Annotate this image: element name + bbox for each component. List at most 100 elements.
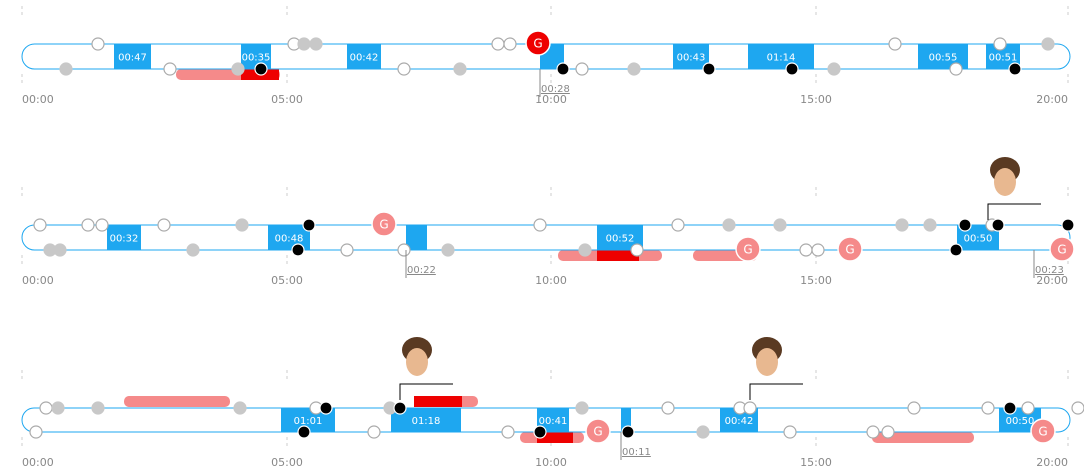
time-label: 05:00 [271, 274, 303, 287]
event-dot [491, 37, 505, 51]
segment-label: 00:32 [110, 234, 139, 245]
event-dot [578, 243, 592, 257]
event-dot [453, 62, 467, 76]
goal-label: G [593, 425, 602, 439]
event-dot [627, 62, 641, 76]
event-dot [630, 243, 644, 257]
event-dot [501, 425, 515, 439]
event-dot [785, 62, 799, 76]
event-dot [783, 425, 797, 439]
event-dot [949, 243, 963, 257]
player-face [406, 348, 428, 376]
segment-label: 00:41 [539, 416, 568, 427]
event-dot [993, 37, 1007, 51]
event-dot [981, 401, 995, 415]
event-dot [503, 37, 517, 51]
timeline-row: 00:00 05:00 10:00 15:00 20:00 00:47 00:35 00:42… [21, 6, 1071, 106]
event-dot [702, 62, 716, 76]
event-dot [773, 218, 787, 232]
time-label: 15:00 [800, 93, 832, 106]
event-dot [254, 62, 268, 76]
segment-label: 00:48 [275, 234, 304, 245]
event-dot [302, 218, 316, 232]
time-label: 20:00 [1036, 274, 1068, 287]
player-face [756, 348, 778, 376]
event-dot [949, 62, 963, 76]
event-dot [827, 62, 841, 76]
event-dot [575, 62, 589, 76]
goal-marker [1030, 418, 1056, 444]
event-dot [1008, 62, 1022, 76]
segment [748, 44, 814, 69]
goal-marker [735, 236, 761, 262]
event-dot [533, 425, 547, 439]
segment-label: 00:42 [350, 53, 379, 64]
possession-bar-active [537, 432, 573, 443]
segment-label: 00:50 [964, 234, 993, 245]
event-dot [1061, 218, 1075, 232]
event-dot [231, 62, 245, 76]
event-dot [866, 425, 880, 439]
event-dot [297, 37, 311, 51]
segment-label: 00:52 [606, 234, 635, 245]
goal-marker [1049, 236, 1075, 262]
event-dot [163, 62, 177, 76]
goal-label: G [845, 243, 854, 257]
track [21, 407, 1071, 433]
event-dot [53, 243, 67, 257]
event-dot [319, 401, 333, 415]
goal-label: G [379, 218, 388, 232]
track [21, 43, 1071, 70]
time-label: 20:00 [1036, 456, 1068, 469]
event-dot [186, 243, 200, 257]
time-label: 00:00 [22, 274, 54, 287]
goal-label: G [533, 37, 542, 51]
note-label: 00:23 [1035, 265, 1064, 276]
event-dot [441, 243, 455, 257]
segment-label: 00:47 [118, 53, 147, 64]
segment [673, 44, 709, 69]
event-dot [923, 218, 937, 232]
event-dot [33, 218, 47, 232]
event-dot [575, 401, 589, 415]
player-callout [987, 203, 1041, 220]
note-label: 00:22 [407, 265, 436, 276]
event-dot [91, 37, 105, 51]
event-dot [81, 218, 95, 232]
event-dot [29, 425, 43, 439]
time-label: 10:00 [535, 456, 567, 469]
event-dot [811, 243, 825, 257]
segment-label: 00:35 [242, 53, 271, 64]
event-dot [157, 218, 171, 232]
event-dot [661, 401, 675, 415]
player-face [994, 168, 1016, 196]
event-dot [556, 62, 570, 76]
timeline-row: 00:00 05:00 10:00 15:00 20:00 01:01 01:18 00:41… [21, 370, 1084, 469]
segment-label: 01:01 [294, 416, 323, 427]
time-label: 05:00 [271, 93, 303, 106]
segment-label: 01:14 [767, 53, 796, 64]
event-dot [397, 62, 411, 76]
note-label: 00:11 [622, 447, 651, 458]
event-dot [533, 218, 547, 232]
event-dot [1071, 401, 1084, 415]
event-dot [1003, 401, 1017, 415]
time-label: 05:00 [271, 456, 303, 469]
event-dot [397, 243, 411, 257]
time-label: 20:00 [1036, 93, 1068, 106]
event-dot [51, 401, 65, 415]
event-dot [309, 37, 323, 51]
event-dot [799, 243, 813, 257]
event-dot [958, 218, 972, 232]
event-dot [95, 218, 109, 232]
event-dot [340, 243, 354, 257]
event-dot [1021, 401, 1035, 415]
time-label: 10:00 [535, 274, 567, 287]
timeline-row: 00:00 05:00 10:00 15:00 20:00 00:32 00:48 00:52… [21, 187, 1075, 287]
note-label: 00:28 [541, 84, 570, 95]
segment-label: 00:42 [725, 416, 754, 427]
event-dot [59, 62, 73, 76]
event-dot [881, 425, 895, 439]
goal-label: G [743, 243, 752, 257]
goal-marker [585, 418, 611, 444]
